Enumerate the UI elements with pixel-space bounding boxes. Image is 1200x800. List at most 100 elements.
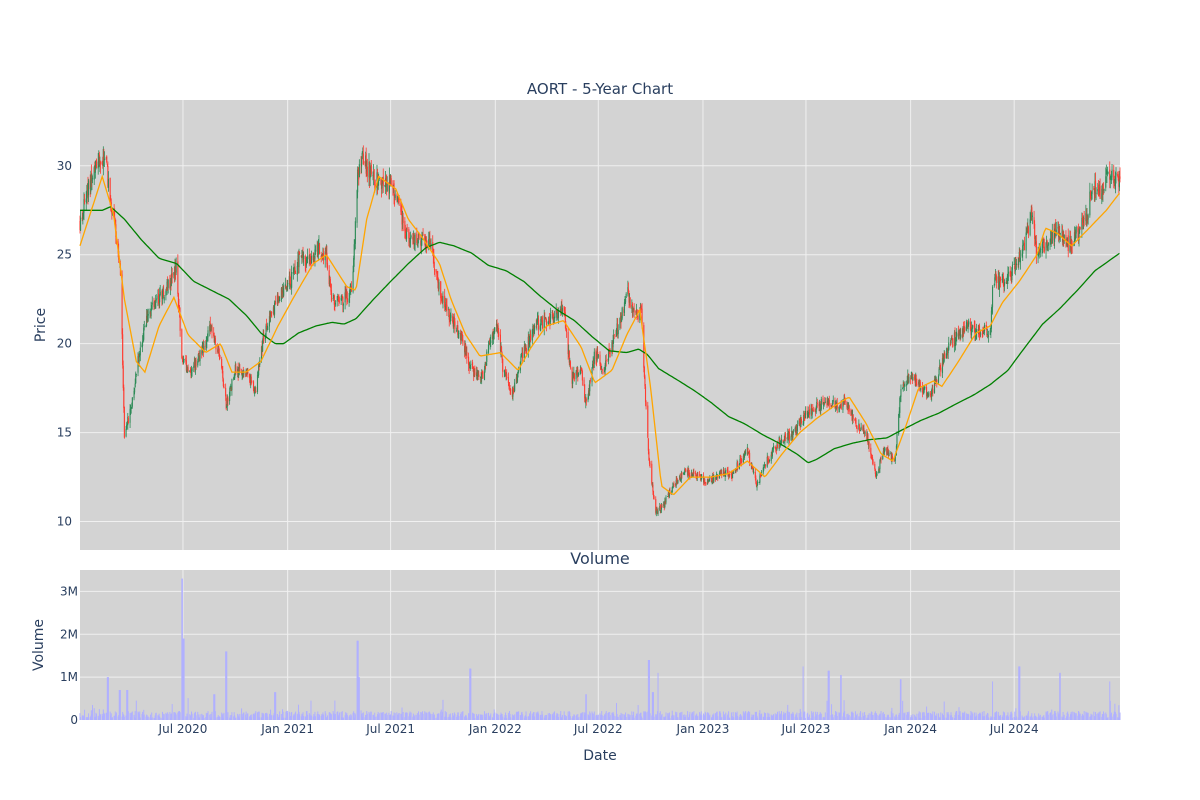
volume-bar: [107, 677, 109, 720]
candle-body: [948, 342, 950, 350]
volume-bar: [183, 638, 185, 720]
candle-body: [444, 305, 446, 308]
volume-bar: [548, 712, 550, 720]
volume-y-tick-label: 3M: [60, 584, 78, 598]
volume-bar: [621, 717, 623, 720]
volume-bar: [1074, 713, 1076, 720]
volume-bar: [588, 715, 590, 720]
volume-bar: [1061, 716, 1063, 720]
volume-bar: [81, 715, 83, 720]
candle-body: [470, 363, 472, 366]
candle-body: [229, 391, 231, 402]
volume-bar: [597, 716, 599, 720]
candle-body: [281, 290, 284, 293]
volume-bar: [635, 713, 637, 720]
candle-body: [767, 457, 769, 462]
volume-bar: [217, 715, 219, 720]
candle-body: [313, 257, 315, 260]
candle-body: [378, 178, 380, 179]
candle-body: [330, 285, 332, 292]
candle-body: [918, 381, 920, 385]
volume-bar: [1043, 715, 1045, 720]
candle-body: [289, 283, 292, 287]
volume-bar: [886, 714, 888, 720]
candle-body: [536, 321, 538, 325]
volume-bar: [1093, 711, 1095, 720]
volume-bar: [340, 712, 342, 720]
volume-bar: [181, 578, 183, 720]
volume-bar: [609, 712, 611, 720]
volume-bar: [704, 711, 706, 720]
candle-body: [663, 502, 665, 508]
volume-bar: [1022, 717, 1024, 720]
candle-body: [503, 370, 505, 373]
volume-bar: [213, 694, 215, 720]
volume-bar: [910, 717, 912, 720]
volume-bar: [835, 713, 837, 720]
volume-bar: [908, 711, 910, 720]
candle-body: [365, 155, 367, 166]
volume-bar: [770, 714, 772, 720]
candle-body: [814, 409, 816, 412]
candle-body: [871, 457, 873, 459]
volume-bar: [129, 713, 131, 720]
candle-body: [651, 484, 653, 485]
volume-bar: [524, 715, 526, 720]
candle-body: [487, 344, 490, 353]
volume-bar: [796, 717, 798, 720]
candle-body: [832, 400, 834, 406]
volume-bar: [808, 714, 810, 720]
volume-bar: [334, 714, 336, 720]
candle-body: [1029, 219, 1031, 235]
volume-bar: [883, 713, 885, 720]
volume-bar: [839, 713, 841, 720]
candle-body: [198, 353, 200, 355]
candle-body: [307, 256, 309, 260]
candle-body: [400, 209, 402, 211]
candle-body: [700, 477, 702, 481]
volume-bar: [549, 714, 551, 720]
candle-body: [984, 324, 986, 331]
candle-body: [986, 333, 988, 336]
candle-body: [263, 334, 265, 341]
volume-bar: [437, 713, 439, 720]
volume-bar: [835, 711, 837, 720]
candle-body: [966, 322, 969, 328]
candle-body: [979, 334, 981, 336]
volume-bar: [551, 714, 553, 720]
candle-body: [249, 379, 251, 384]
volume-bar: [1051, 709, 1053, 720]
candle-body: [123, 387, 125, 409]
candle-body: [624, 301, 626, 304]
volume-bar: [230, 717, 232, 720]
volume-bar: [552, 712, 554, 720]
candle-body: [1017, 263, 1019, 266]
candle-body: [734, 468, 736, 472]
volume-bar: [223, 712, 225, 720]
candle-body: [824, 402, 826, 404]
candle-body: [360, 164, 362, 166]
candle-body: [397, 200, 399, 203]
candle-body: [902, 387, 904, 389]
volume-bar: [1018, 666, 1020, 720]
date-x-tick-label: Jan 2024: [883, 722, 937, 736]
volume-bar: [322, 712, 324, 720]
candle-body: [386, 184, 388, 191]
candle-body: [898, 413, 900, 435]
volume-bar: [974, 716, 976, 720]
volume-bar: [185, 716, 187, 720]
volume-bar: [234, 715, 236, 720]
candle-body: [755, 482, 758, 487]
volume-bar: [639, 712, 641, 720]
volume-bar: [730, 712, 732, 720]
volume-bar: [1110, 714, 1112, 720]
volume-bar: [385, 713, 387, 720]
candle-body: [1110, 177, 1112, 180]
candle-body: [960, 334, 962, 338]
volume-bar: [1057, 711, 1059, 720]
candle-body: [724, 473, 726, 477]
volume-bar: [315, 716, 317, 720]
candle-body: [832, 399, 834, 402]
candle-body: [285, 286, 287, 288]
volume-bar: [970, 711, 972, 720]
